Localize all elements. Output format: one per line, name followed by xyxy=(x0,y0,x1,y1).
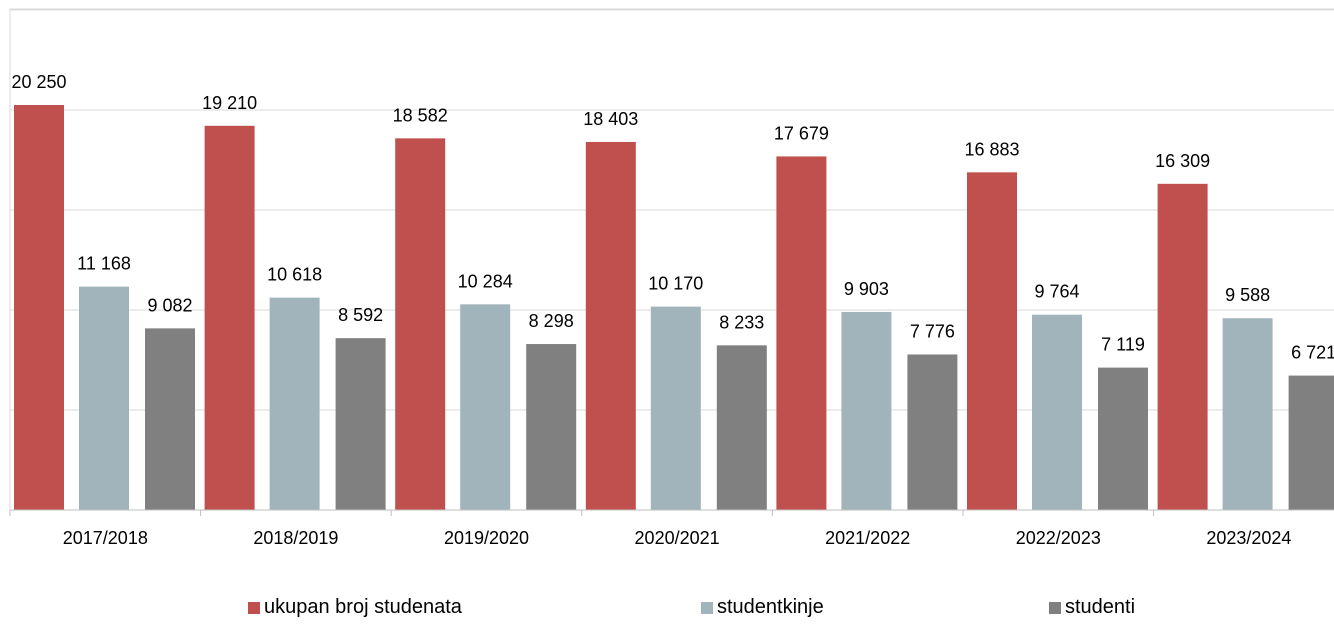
x-tick-label: 2017/2018 xyxy=(63,528,148,548)
data-label: 9 082 xyxy=(147,295,192,315)
bar xyxy=(1222,318,1273,510)
bar xyxy=(269,297,320,510)
x-tick-label: 2021/2022 xyxy=(825,528,910,548)
x-tick-label: 2020/2021 xyxy=(635,528,720,548)
legend-label-female: studentkinje xyxy=(717,596,824,618)
data-label: 9 903 xyxy=(844,279,889,299)
x-tick-label: 2019/2020 xyxy=(444,528,529,548)
data-label: 8 233 xyxy=(719,312,764,332)
data-label: 19 210 xyxy=(202,93,257,113)
data-label: 16 309 xyxy=(1155,151,1210,171)
bar xyxy=(776,156,827,511)
legend-item-total: ukupan broj studenata xyxy=(248,596,462,619)
x-tick-label: 2022/2023 xyxy=(1016,528,1101,548)
bar xyxy=(145,328,195,510)
data-label: 18 403 xyxy=(583,109,638,129)
bar xyxy=(14,105,64,510)
legend-label-male: studenti xyxy=(1065,596,1136,618)
chart-plot: 20 250 19 210 18 582 18 403 17 679 16 883 16 3… xyxy=(9,8,1334,548)
data-label: 16 883 xyxy=(964,139,1019,159)
bar xyxy=(1032,314,1082,510)
legend-swatch-total xyxy=(248,601,260,614)
legend-item-female: studentkinje xyxy=(701,596,824,619)
bar xyxy=(335,338,386,510)
data-label: 20 250 xyxy=(11,72,66,92)
data-label: 10 284 xyxy=(458,271,513,291)
bar xyxy=(967,172,1017,510)
data-label: 10 170 xyxy=(648,274,703,294)
data-label: 9 588 xyxy=(1225,285,1270,305)
bar xyxy=(395,138,446,511)
data-label: 18 582 xyxy=(393,105,448,125)
legend-label-total: ukupan broj studenata xyxy=(264,596,462,618)
bar xyxy=(585,141,636,510)
legend-swatch-female xyxy=(701,601,713,614)
data-label: 10 618 xyxy=(267,265,322,285)
x-tick-label: 2018/2019 xyxy=(253,528,338,548)
legend-swatch-male xyxy=(1049,601,1061,614)
bar xyxy=(460,304,511,510)
bar xyxy=(716,345,767,510)
bar xyxy=(79,286,129,510)
data-label: 6 721 xyxy=(1291,343,1334,363)
data-label: 8 592 xyxy=(338,305,383,325)
data-label: 7 776 xyxy=(910,321,955,341)
bar xyxy=(1157,183,1208,510)
data-label: 11 168 xyxy=(77,254,131,274)
bar xyxy=(526,344,577,510)
bar xyxy=(907,354,958,510)
x-tick-label: 2023/2024 xyxy=(1206,528,1291,548)
bar xyxy=(204,125,255,511)
bar xyxy=(1098,367,1148,510)
data-label: 9 764 xyxy=(1034,282,1079,302)
legend: ukupan broj studenata studentkinje stude… xyxy=(0,596,1334,624)
legend-item-male: studenti xyxy=(1049,596,1135,619)
bar xyxy=(1288,375,1334,510)
data-label: 7 119 xyxy=(1101,335,1145,355)
data-label: 17 679 xyxy=(774,123,829,143)
bar xyxy=(841,311,892,510)
data-label: 8 298 xyxy=(529,311,574,331)
bar xyxy=(650,306,701,510)
